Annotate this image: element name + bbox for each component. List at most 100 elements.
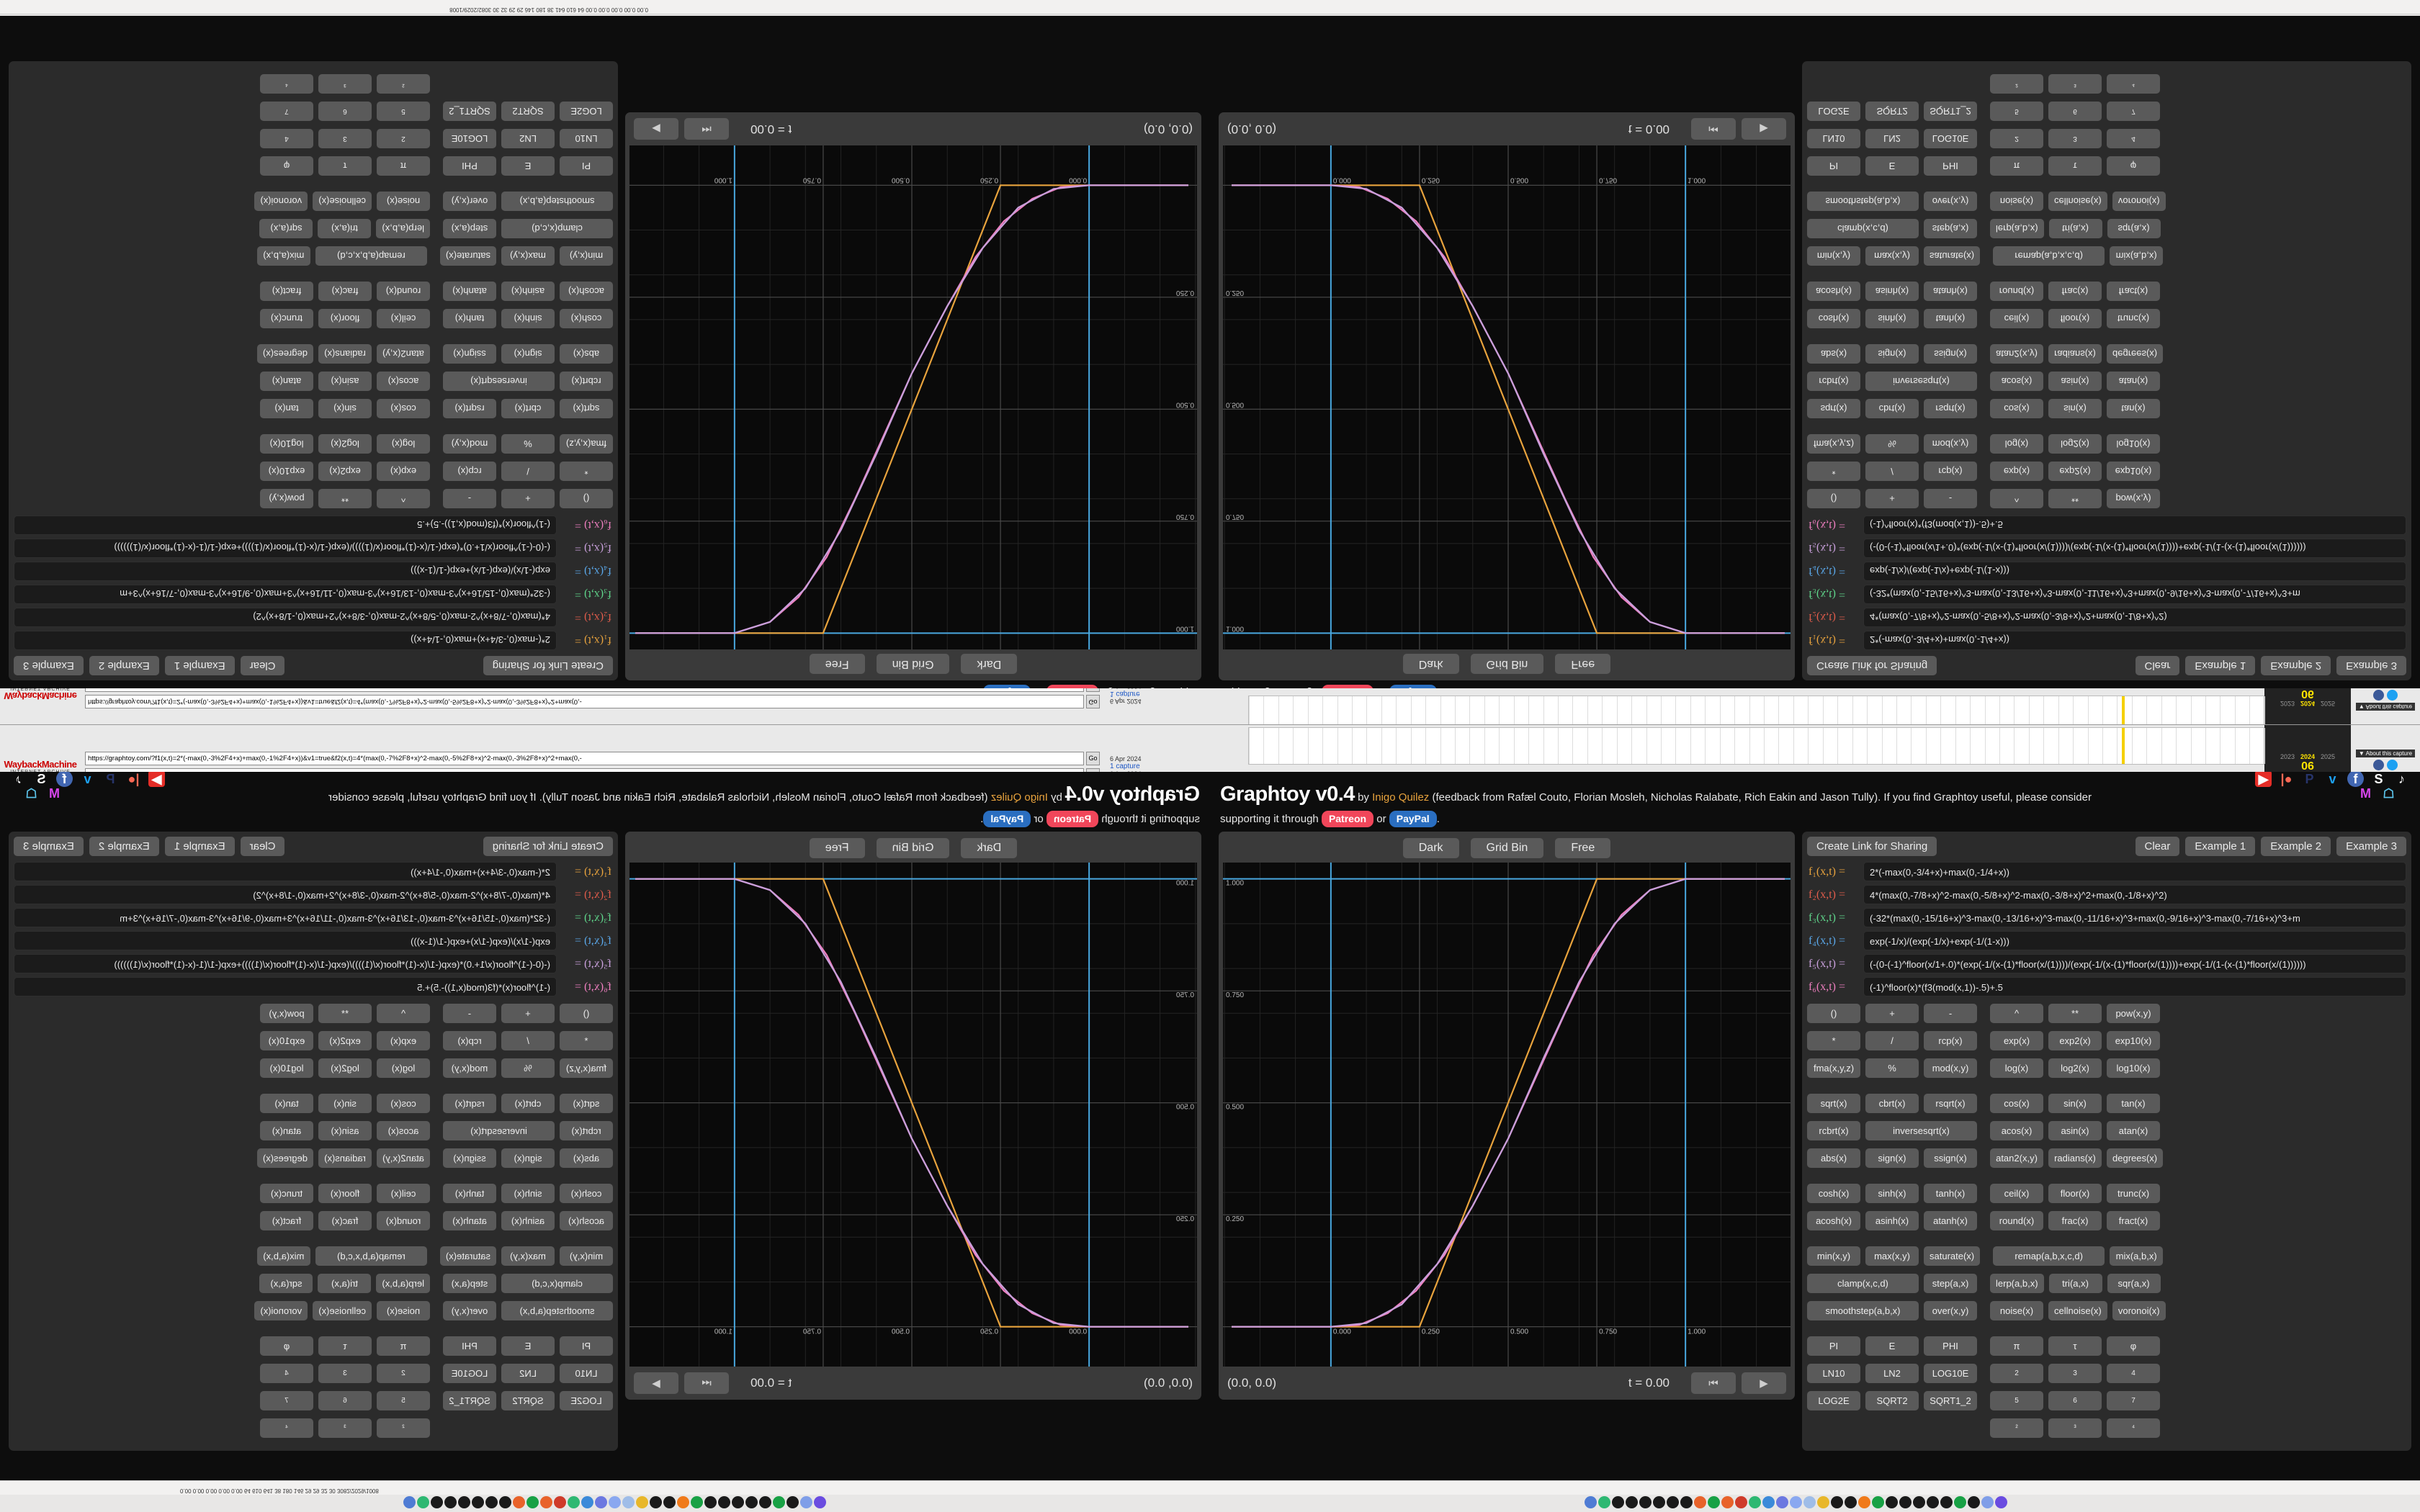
keypad-button[interactable]: π (1990, 156, 2043, 176)
favicon[interactable] (773, 1496, 785, 1508)
keypad-button[interactable]: round(x) (377, 282, 430, 301)
keypad-button[interactable]: trunc(x) (2107, 309, 2160, 328)
keypad-button[interactable]: - (1924, 1004, 1977, 1023)
keypad-button[interactable]: over(x,y) (1924, 192, 1977, 211)
keypad-button[interactable]: cosh(x) (560, 309, 613, 328)
keypad-button[interactable]: saturate(x) (1924, 1246, 1981, 1266)
keypad-button[interactable]: tan(x) (2107, 1094, 2160, 1113)
keypad-button[interactable]: mix(a,b,x) (2110, 246, 2164, 266)
clear-button[interactable]: Clear (2135, 656, 2180, 675)
keypad-button[interactable]: 3 (318, 129, 372, 148)
favicon[interactable] (1680, 1496, 1693, 1508)
keypad-button[interactable]: smoothstep(a,b,x) (1807, 1301, 1919, 1320)
keypad-button[interactable]: atanh(x) (443, 282, 496, 301)
wayback-logo[interactable]: WaybackMachine INTERNET ARCHIVE (0, 725, 81, 773)
keypad-button[interactable]: SQRT1_2 (443, 102, 496, 121)
keypad-button[interactable]: pow(x,y) (2107, 1004, 2160, 1023)
keypad-button[interactable]: exp(x) (377, 462, 430, 481)
keypad-button[interactable]: PHI (1924, 1336, 1977, 1356)
keypad-button[interactable]: LOG10E (443, 1364, 496, 1383)
play-icon[interactable]: ▶ (1742, 1372, 1786, 1394)
keypad-button[interactable]: log10(x) (2107, 434, 2160, 454)
keypad-button[interactable]: atan(x) (260, 372, 313, 391)
keypad-button[interactable]: atan(x) (260, 1121, 313, 1140)
formula-input-4[interactable]: exp(-1/x)/(exp(-1/x)+exp(-1/(1-x))) (14, 931, 557, 950)
favicon[interactable] (691, 1496, 703, 1508)
keypad-button[interactable]: cos(x) (1990, 399, 2043, 418)
keypad-button[interactable]: sin(x) (318, 1094, 372, 1113)
keypad-button[interactable]: LOG10E (1924, 1364, 1977, 1383)
facebook-icon[interactable]: f (2347, 772, 2364, 787)
formula-input-1[interactable]: 2*(-max(0,-3/4+x)+max(0,-1/4+x)) (14, 862, 557, 881)
keypad-button[interactable]: () (1807, 489, 1860, 508)
favicon[interactable] (417, 1496, 429, 1508)
keypad-button[interactable]: 7 (2107, 1391, 2160, 1410)
formula-input-4[interactable]: exp(-1/x)/(exp(-1/x)+exp(-1/(1-x))) (1863, 931, 2406, 950)
keypad-button[interactable]: ssign(x) (443, 344, 496, 364)
keypad-button[interactable]: min(x,y) (1807, 1246, 1860, 1266)
keypad-button[interactable]: () (560, 1004, 613, 1023)
keypad-button[interactable]: clamp(x,c,d) (501, 1274, 613, 1293)
keypad-button[interactable]: exp10(x) (2107, 1031, 2160, 1050)
formula-input-1[interactable]: 2*(-max(0,-3/4+x)+max(0,-1/4+x)) (1863, 862, 2406, 881)
keypad-button[interactable]: saturate(x) (1924, 246, 1981, 266)
favicon[interactable] (499, 1496, 511, 1508)
keypad-button[interactable]: fract(x) (2107, 1211, 2160, 1230)
keypad-button[interactable]: / (501, 1031, 555, 1050)
keypad-button[interactable]: + (501, 489, 555, 508)
keypad-button[interactable]: ** (318, 489, 372, 508)
favicon[interactable] (814, 1496, 826, 1508)
favicon[interactable] (1886, 1496, 1898, 1508)
example-3-button[interactable]: Example 3 (2336, 656, 2406, 675)
keypad-button[interactable]: log(x) (1990, 1058, 2043, 1078)
keypad-button[interactable]: τ (318, 156, 372, 176)
favicon[interactable] (458, 1496, 470, 1508)
formula-input-5[interactable]: (-(0-(-1)^floor(x/1+.0)*(exp(-1/(x-(1)*f… (1863, 954, 2406, 973)
keypad-button[interactable]: 3 (318, 1364, 372, 1383)
keypad-button[interactable]: exp2(x) (2048, 1031, 2102, 1050)
wayback-timeline[interactable] (1248, 727, 2265, 765)
formula-input-3[interactable]: (-32*(max(0,-15/16+x)^3-max(0,-13/16+x)^… (14, 908, 557, 927)
keypad-button[interactable]: rcbrt(x) (560, 1121, 613, 1140)
keypad-button[interactable]: log10(x) (260, 434, 313, 454)
rewind-icon[interactable]: ⏮ (684, 118, 729, 140)
formula-input-2[interactable]: 4*(max(0,-7/8+x)^2-max(0,-5/8+x)^2-max(0… (14, 608, 557, 627)
favicon[interactable] (1899, 1496, 1912, 1508)
keypad-button[interactable]: PHI (443, 156, 496, 176)
keypad-button[interactable]: tanh(x) (443, 1184, 496, 1203)
keypad-button[interactable]: acosh(x) (560, 1211, 613, 1230)
keypad-button[interactable]: - (1924, 489, 1977, 508)
keypad-button[interactable]: cosh(x) (1807, 309, 1860, 328)
favicon[interactable] (786, 1496, 799, 1508)
favicon[interactable] (1762, 1496, 1775, 1508)
keypad-button[interactable]: τ (318, 1336, 372, 1356)
keypad-button[interactable]: rcp(x) (1924, 462, 1977, 481)
paypal-icon[interactable]: P (2305, 772, 2314, 786)
keypad-button[interactable]: frac(x) (318, 1211, 372, 1230)
theme-dark-button[interactable]: Dark (1402, 838, 1459, 858)
keypad-button[interactable]: exp2(x) (318, 1031, 372, 1050)
keypad-button[interactable]: ⁴ (2107, 74, 2160, 94)
keypad-button[interactable]: LN10 (1807, 129, 1860, 148)
keypad-button[interactable]: SQRT2 (1865, 1391, 1919, 1410)
example-2-button[interactable]: Example 2 (2261, 656, 2331, 675)
keypad-button[interactable]: mix(a,b,x) (2110, 1246, 2164, 1266)
keypad-button[interactable]: PI (1807, 156, 1860, 176)
keypad-button[interactable]: degrees(x) (256, 344, 313, 364)
favicon[interactable] (1995, 1496, 2007, 1508)
keypad-button[interactable]: acosh(x) (560, 282, 613, 301)
keypad-button[interactable]: over(x,y) (443, 1301, 496, 1320)
keypad-button[interactable]: LN10 (1807, 1364, 1860, 1383)
keypad-button[interactable]: cellnoise(x) (2048, 1301, 2107, 1320)
wayback-go-button-bottom[interactable]: Go (1086, 768, 1100, 772)
keypad-button[interactable]: ** (2048, 1004, 2102, 1023)
keypad-button[interactable]: ssign(x) (1924, 344, 1977, 364)
favicon[interactable] (1776, 1496, 1788, 1508)
keypad-button[interactable]: log2(x) (2048, 434, 2102, 454)
keypad-button[interactable]: mod(x,y) (443, 1058, 496, 1078)
keypad-button[interactable]: LOG10E (443, 129, 496, 148)
keypad-button[interactable]: cbrt(x) (1865, 1094, 1919, 1113)
favicon[interactable] (595, 1496, 607, 1508)
keypad-button[interactable]: rcp(x) (443, 462, 496, 481)
keypad-button[interactable]: cellnoise(x) (313, 192, 372, 211)
